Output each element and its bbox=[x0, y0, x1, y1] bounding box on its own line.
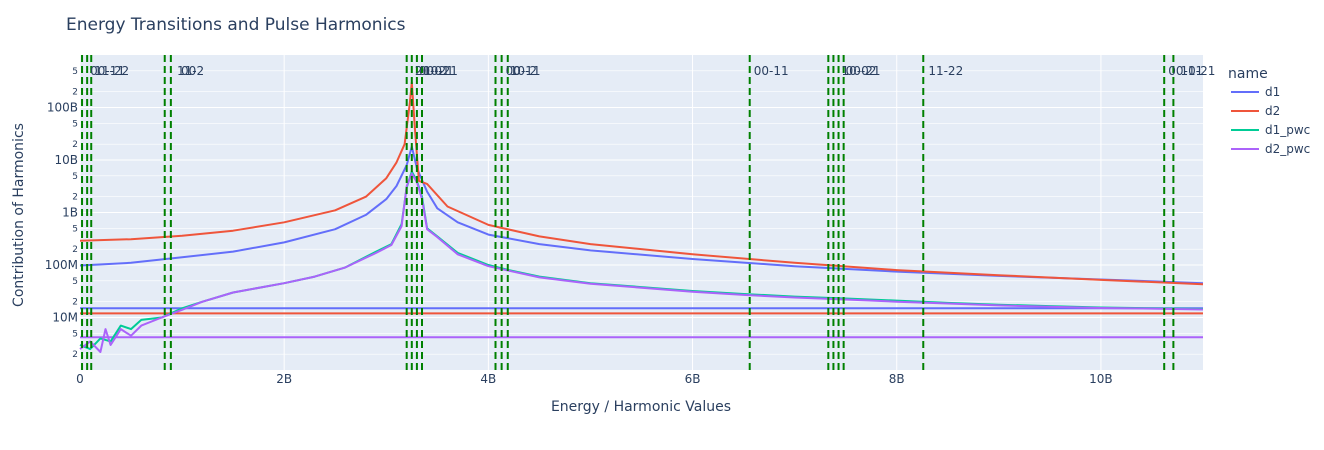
x-axis-title: Energy / Harmonic Values bbox=[551, 399, 731, 415]
x-tick-label: 4B bbox=[480, 372, 496, 386]
y-minor-tick-label: 5 bbox=[72, 67, 78, 77]
y-minor-tick-label: 5 bbox=[72, 277, 78, 287]
vertical-marker-label: 00-21 bbox=[846, 64, 881, 78]
y-minor-tick-label: 2 bbox=[72, 140, 78, 150]
y-axis-ticks: 10M 100M 1B 10B 100B 2 5 2 5 2 5 2 5 2 5 2 5 bbox=[45, 67, 78, 360]
vertical-marker-label: 00-11 bbox=[506, 64, 541, 78]
chart-title: Energy Transitions and Pulse Harmonics bbox=[66, 15, 406, 35]
y-tick-label: 10M bbox=[52, 311, 78, 325]
legend-label-d1: d1 bbox=[1265, 85, 1280, 99]
y-axis-title: Contribution of Harmonics bbox=[11, 123, 27, 307]
y-tick-label: 100B bbox=[47, 101, 78, 115]
x-axis-ticks: 0 2B 4B 6B 8B 10B bbox=[76, 372, 1112, 386]
x-tick-label: 0 bbox=[76, 372, 84, 386]
vertical-marker-label: 00-21 bbox=[419, 64, 454, 78]
x-tick-label: 8B bbox=[889, 372, 905, 386]
y-minor-tick-label: 2 bbox=[72, 350, 78, 360]
vertical-marker-label: 10-2 bbox=[510, 64, 537, 78]
y-tick-label: 100M bbox=[45, 258, 78, 272]
vertical-marker-label: 00-11 bbox=[90, 64, 125, 78]
legend-label-d2_pwc: d2_pwc bbox=[1265, 142, 1310, 156]
y-tick-label: 1B bbox=[62, 206, 78, 220]
vertical-marker-label: 11-22 bbox=[94, 64, 129, 78]
y-tick-label: 10B bbox=[54, 153, 78, 167]
vertical-marker-label: 11-22 bbox=[928, 64, 963, 78]
vertical-marker-label: 0 bbox=[513, 64, 521, 78]
gridlines bbox=[79, 55, 1203, 370]
x-tick-label: 6B bbox=[685, 372, 701, 386]
vertical-lines bbox=[81, 55, 1175, 370]
y-minor-tick-label: 2 bbox=[72, 88, 78, 98]
x-tick-label: 2B bbox=[276, 372, 292, 386]
y-minor-tick-label: 5 bbox=[72, 224, 78, 234]
vertical-marker-label: 10-21 bbox=[423, 64, 458, 78]
y-minor-tick-label: 5 bbox=[72, 172, 78, 182]
x-tick-label: 10B bbox=[1089, 372, 1113, 386]
y-minor-tick-label: 2 bbox=[72, 298, 78, 308]
legend-title: name bbox=[1228, 66, 1268, 82]
y-minor-tick-label: 2 bbox=[72, 245, 78, 255]
y-minor-tick-label: 5 bbox=[72, 329, 78, 339]
horizontal-lines bbox=[80, 307, 1203, 339]
legend: name d1 d2 d1_pwc d2_pwc bbox=[1228, 66, 1310, 156]
legend-label-d1_pwc: d1_pwc bbox=[1265, 123, 1310, 137]
vertical-marker-label: 10-02 bbox=[842, 64, 877, 78]
vertical-marker-label: 20-01 bbox=[415, 64, 450, 78]
vertical-marker-label: 10-21 bbox=[1180, 64, 1215, 78]
y-minor-tick-label: 5 bbox=[72, 119, 78, 129]
legend-label-d2: d2 bbox=[1265, 104, 1280, 118]
series-line-d2 bbox=[79, 81, 1204, 286]
y-minor-tick-label: 2 bbox=[72, 193, 78, 203]
vertical-marker-label: 00 bbox=[181, 64, 196, 78]
vertical-marker-label: 11-2 bbox=[177, 64, 204, 78]
vertical-marker-label: 00-11 bbox=[754, 64, 789, 78]
vertical-marker-label: 00-11 bbox=[1168, 64, 1203, 78]
